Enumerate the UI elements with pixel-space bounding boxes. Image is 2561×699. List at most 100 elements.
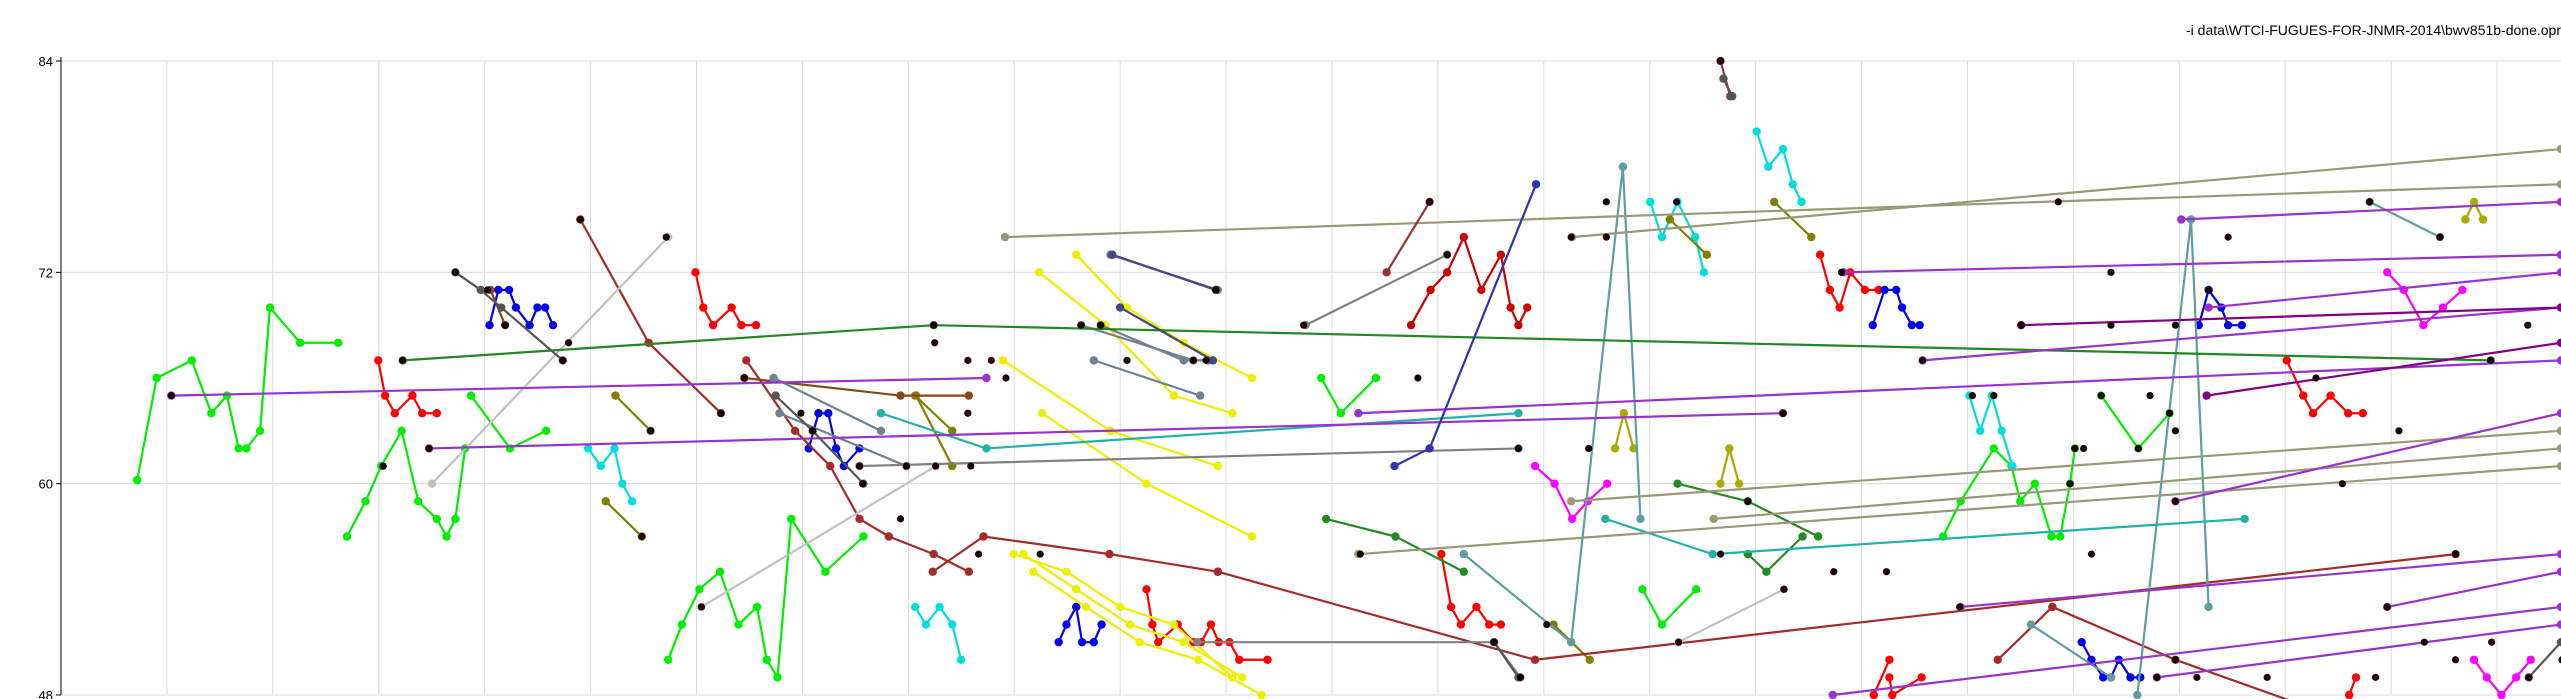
note-dot [855, 462, 864, 470]
series-point [2237, 320, 2246, 330]
note-dot [1426, 198, 1434, 206]
series-point [2030, 479, 2040, 488]
series-line [931, 535, 1219, 573]
series-line [2189, 218, 2210, 609]
note-dot [2525, 673, 2533, 681]
series-line [1641, 588, 1698, 626]
series-line [2180, 200, 2561, 221]
series-point [610, 444, 619, 453]
series-point [1390, 461, 1399, 471]
note-dot [1123, 356, 1131, 364]
series-point [1472, 602, 1481, 612]
series-point [742, 356, 751, 365]
series-point [2106, 673, 2116, 682]
series-line [2285, 359, 2364, 415]
series-point [2556, 250, 2561, 259]
series-line [1462, 553, 1573, 644]
series-point [773, 673, 782, 682]
series-point [855, 514, 864, 524]
series-point [1179, 637, 1188, 647]
series-line [1570, 165, 1624, 644]
series-point [601, 497, 610, 506]
series-point [2282, 356, 2291, 365]
note-dot [1356, 550, 1364, 558]
series-point [2098, 673, 2108, 682]
series-point [242, 444, 251, 453]
series-point [1169, 391, 1179, 400]
series-line [1818, 253, 1880, 309]
note-dot [1779, 409, 1787, 417]
series-point [265, 303, 275, 312]
series-point [1354, 409, 1363, 418]
series-point [2556, 409, 2561, 418]
note-dot [1202, 356, 1210, 364]
series-point [1247, 532, 1257, 541]
note-dot [565, 339, 573, 347]
series-line [1111, 253, 1217, 292]
note-dot [647, 427, 655, 435]
grid [61, 60, 2561, 696]
series-point [1719, 74, 1728, 83]
series-point [2526, 655, 2535, 664]
series-line [807, 412, 861, 468]
series-point [1237, 673, 1247, 682]
series-point [1709, 514, 1718, 524]
series-point [1636, 514, 1645, 524]
series-line [1755, 130, 1803, 203]
series-point [525, 320, 534, 330]
series-point [152, 373, 161, 383]
series-line [1621, 165, 1642, 520]
note-dot [1830, 568, 1838, 576]
series-line [1357, 464, 2561, 556]
series-point [1585, 655, 1594, 664]
series-point [2202, 391, 2211, 400]
series-line [1604, 517, 2246, 556]
note-dot [167, 392, 175, 400]
note-dot [1543, 620, 1551, 629]
series-point [2556, 426, 2561, 436]
series-point [2048, 602, 2057, 612]
series-point [2358, 409, 2368, 418]
series-point [1835, 303, 1844, 312]
series-point [727, 303, 736, 312]
note-dot [1077, 321, 1085, 329]
series-line [1871, 288, 1921, 327]
series-point [769, 373, 778, 383]
series-point [2351, 673, 2361, 682]
series-point [786, 514, 796, 524]
note-dot [964, 356, 972, 364]
series-point [1459, 549, 1468, 559]
series-point [414, 497, 423, 506]
series-point [1496, 250, 1506, 259]
series-point [1868, 320, 1877, 330]
note-dot [964, 409, 972, 417]
series-point [982, 373, 991, 383]
series-point [207, 409, 216, 418]
series-point [432, 409, 442, 418]
series-point [187, 356, 197, 365]
series-point [1665, 215, 1674, 224]
series-point [948, 620, 957, 629]
series-point [1213, 461, 1222, 471]
series-line [587, 447, 634, 503]
series-point [737, 320, 746, 330]
series-point [1860, 285, 1870, 295]
series-point [1169, 620, 1179, 629]
series-line [604, 500, 643, 538]
series-point [964, 391, 974, 400]
note-dot [1567, 233, 1575, 241]
note-dot [483, 286, 492, 294]
series-line [879, 412, 1520, 450]
series-line [858, 447, 1520, 468]
series-point [876, 426, 886, 436]
note-dot [809, 427, 817, 435]
series-line [1092, 359, 1202, 397]
series-point [1885, 655, 1894, 664]
series-point [734, 620, 743, 629]
note-dot [2054, 198, 2062, 206]
note-dot [501, 321, 509, 329]
series-point [1142, 585, 1151, 594]
note-dot [1585, 444, 1593, 453]
series-point [1142, 479, 1151, 488]
series-point [1788, 180, 1797, 189]
